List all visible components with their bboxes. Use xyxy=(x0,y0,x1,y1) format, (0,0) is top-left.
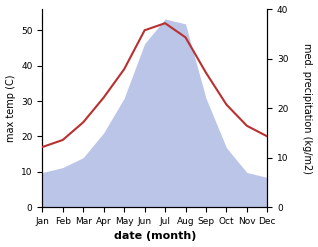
Y-axis label: med. precipitation (kg/m2): med. precipitation (kg/m2) xyxy=(302,43,313,174)
X-axis label: date (month): date (month) xyxy=(114,231,196,242)
Y-axis label: max temp (C): max temp (C) xyxy=(5,74,16,142)
